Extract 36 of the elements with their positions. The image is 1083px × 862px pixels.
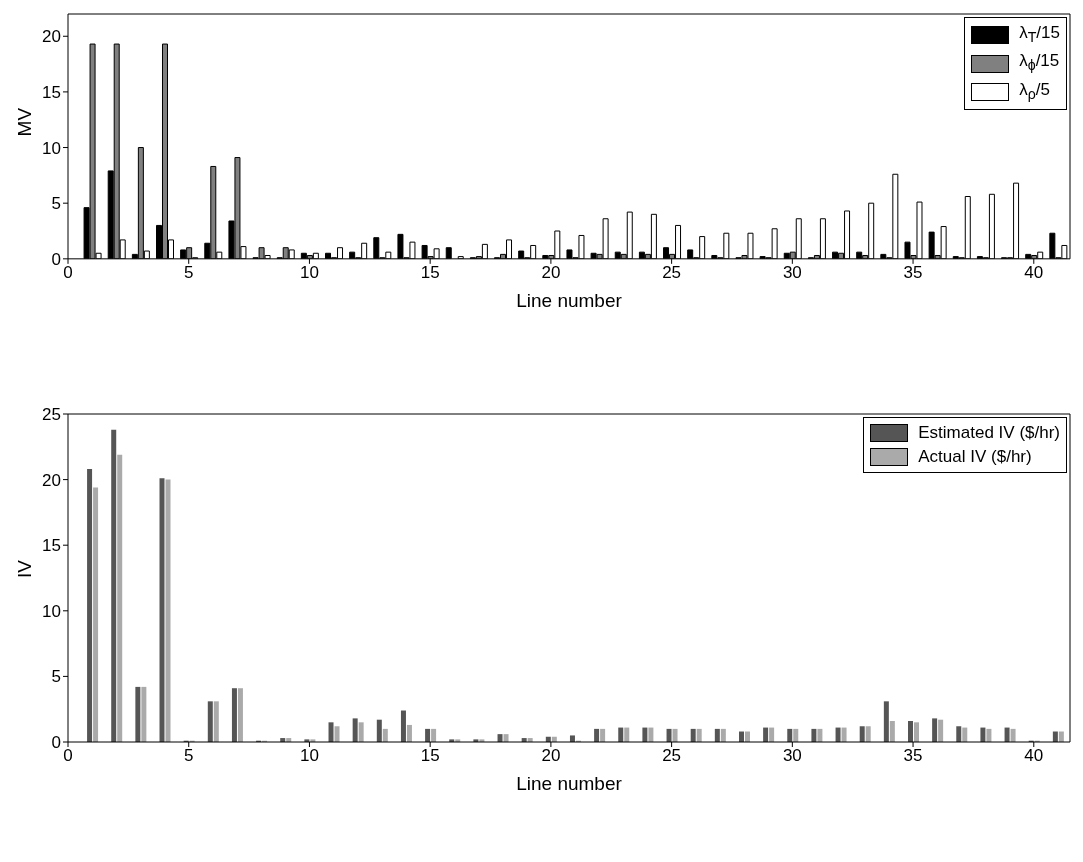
x-tick-label: 30: [782, 746, 802, 766]
y-tick-label: 10: [42, 601, 61, 621]
y-axis-title: IV: [13, 559, 35, 578]
y-tick-label: 20: [42, 470, 61, 490]
x-axis-title: Line number: [516, 773, 623, 794]
x-tick-label: 20: [541, 746, 561, 766]
y-tick-label: 25: [42, 405, 61, 425]
y-axis-title: MV: [13, 107, 35, 137]
x-tick-label: 25: [662, 262, 682, 282]
y-tick-label: 0: [51, 733, 61, 753]
x-tick-label: 35: [903, 262, 923, 282]
x-tick-label: 15: [420, 262, 440, 282]
x-tick-label: 35: [903, 746, 923, 766]
y-tick-label: 5: [51, 194, 61, 214]
x-tick-label: 10: [299, 746, 319, 766]
legend-label: λ$_{ρ}$/5: [1019, 78, 1050, 105]
x-tick-label: 5: [183, 746, 194, 766]
x-tick-label: 40: [1024, 262, 1044, 282]
legend-label: λ$_{ϕ}$/15: [1019, 50, 1060, 76]
x-tick-label: 25: [662, 746, 682, 766]
x-tick-label: 20: [541, 262, 561, 282]
legend-label: Estimated IV ($/hr): [918, 422, 1060, 444]
y-tick-label: 5: [51, 667, 61, 687]
x-axis-title: Line number: [516, 289, 623, 311]
y-tick-label: 15: [42, 82, 61, 102]
x-tick-label: 15: [420, 746, 440, 766]
x-tick-label: 30: [782, 262, 802, 282]
legend-label: λ$_{T}$/15: [1019, 22, 1060, 48]
y-tick-label: 15: [42, 536, 61, 556]
y-tick-label: 0: [51, 249, 61, 269]
x-tick-label: 10: [299, 262, 319, 282]
x-tick-label: 5: [183, 262, 194, 282]
y-tick-label: 20: [42, 27, 61, 47]
x-tick-label: 40: [1024, 746, 1044, 766]
y-tick-label: 10: [42, 138, 61, 158]
legend-label: Actual IV ($/hr): [918, 446, 1032, 468]
